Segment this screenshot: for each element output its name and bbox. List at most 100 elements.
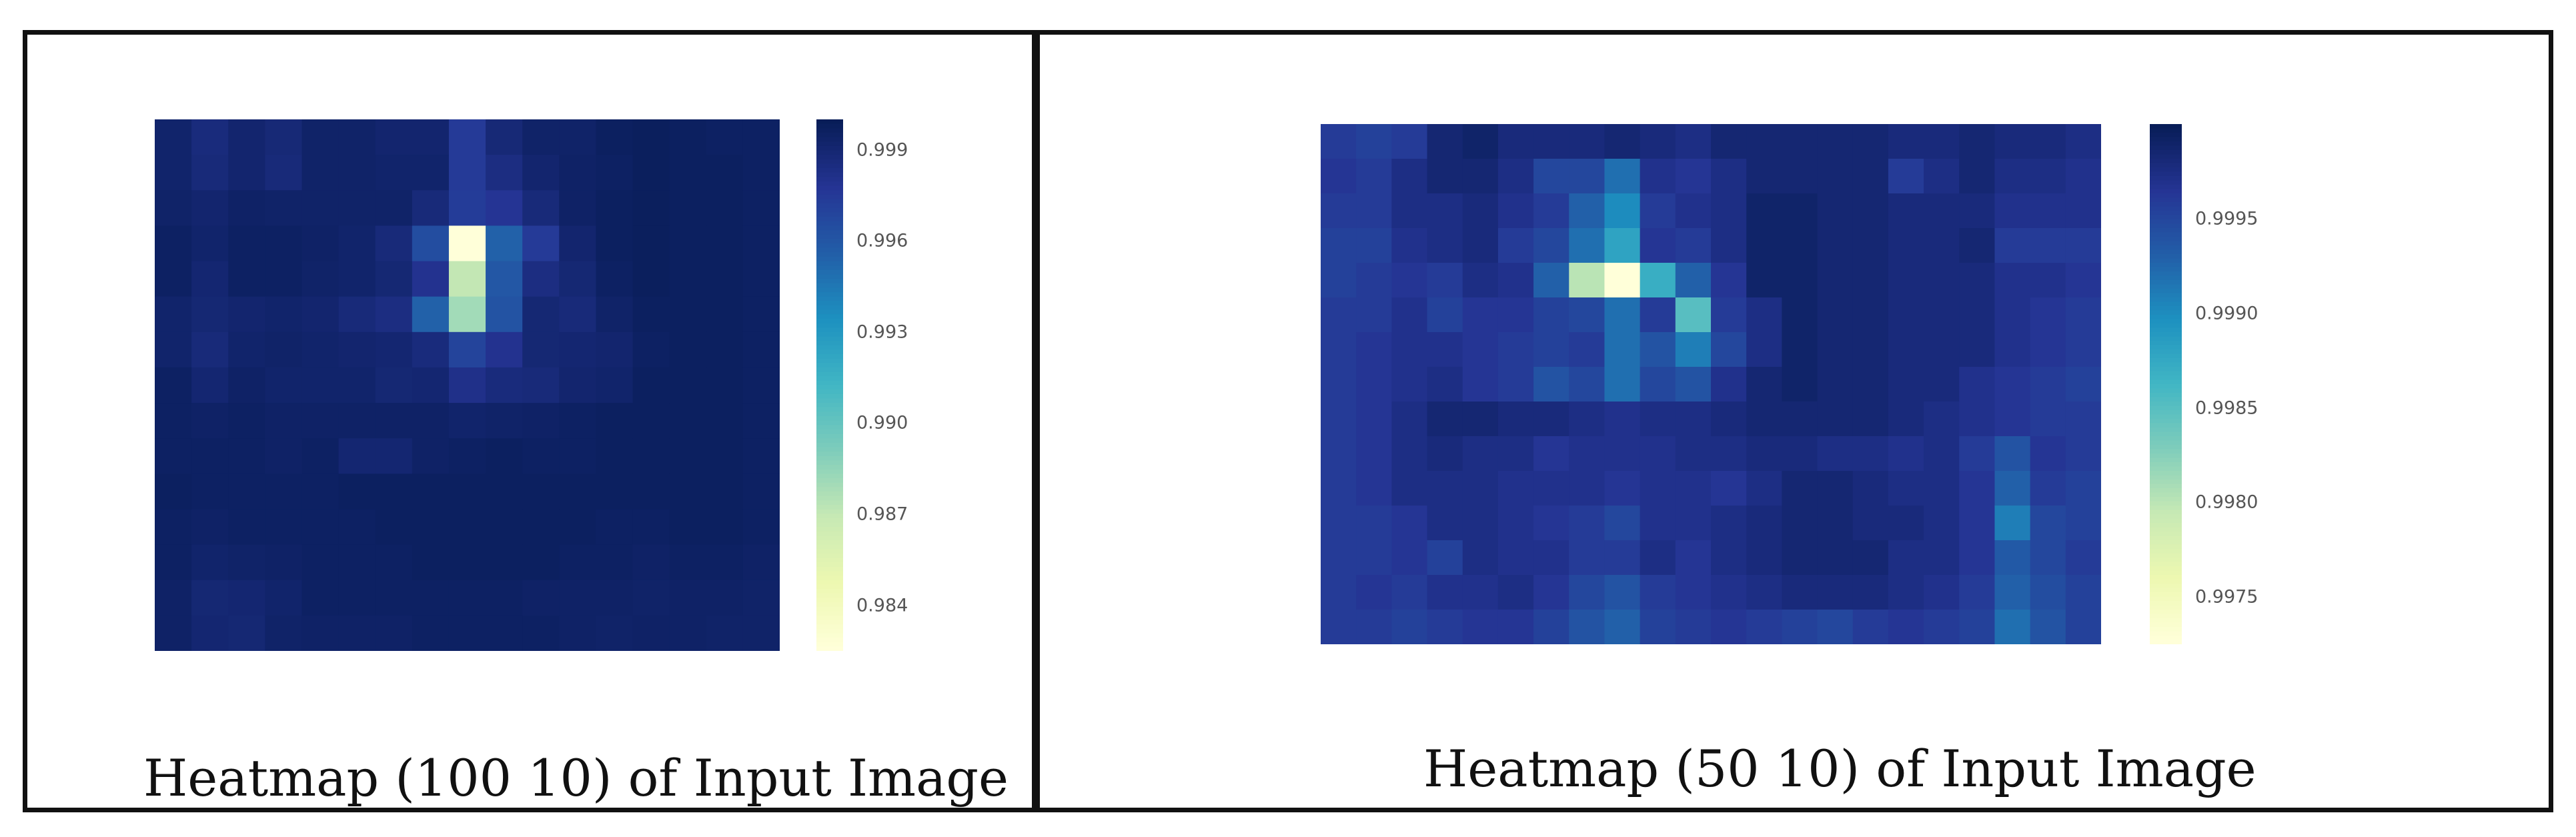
colorbar-segment — [816, 119, 843, 125]
colorbar-segment — [2150, 501, 2182, 506]
heatmap-cell — [2065, 506, 2101, 541]
colorbar-segment — [2150, 228, 2182, 233]
colorbar-segment — [816, 642, 843, 648]
heatmap-cell — [706, 438, 744, 474]
heatmap-cell — [632, 509, 670, 546]
colorbar-segment — [816, 159, 843, 165]
colorbar-segment — [2150, 601, 2182, 606]
heatmap-cell — [1533, 436, 1569, 472]
colorbar-segment — [816, 606, 843, 612]
heatmap-cell — [486, 296, 523, 333]
heatmap-cell — [1924, 575, 1960, 610]
heatmap-cell — [522, 225, 560, 262]
heatmap-cell — [1604, 575, 1641, 610]
heatmap-cell — [1959, 436, 1996, 472]
colorbar-segment — [2150, 353, 2182, 359]
heatmap-cell — [338, 509, 376, 546]
heatmap-caption: Heatmap (50 10) of Input Image — [1423, 739, 2257, 798]
heatmap-cell — [559, 438, 597, 474]
heatmap-cell — [265, 225, 303, 262]
heatmap-cell — [1817, 193, 1854, 229]
colorbar-segment — [816, 628, 843, 634]
heatmap-cell — [338, 190, 376, 226]
heatmap-cell — [1959, 124, 1996, 159]
heatmap-cell — [301, 438, 340, 474]
colorbar-segment — [816, 327, 843, 333]
heatmap-cell — [669, 331, 707, 368]
heatmap-cell — [338, 155, 376, 191]
colorbar-segment — [816, 456, 843, 462]
heatmap-cell — [265, 509, 303, 546]
colorbar-segment — [816, 434, 843, 440]
colorbar-segment — [816, 540, 843, 546]
colorbar-segment — [816, 425, 843, 430]
colorbar-segment — [2150, 137, 2182, 142]
heatmap-caption: Heatmap (100 10) of Input Image — [143, 748, 1009, 808]
heatmap-cell — [1852, 228, 1889, 263]
colorbar-segment — [816, 132, 843, 138]
heatmap-cell — [191, 331, 229, 368]
heatmap-cell — [191, 438, 229, 474]
colorbar-segment — [2150, 592, 2182, 598]
heatmap-cell — [1888, 506, 1924, 541]
heatmap-cell — [1533, 401, 1569, 437]
heatmap-cell — [1817, 540, 1854, 576]
heatmap-cell — [1391, 228, 1428, 263]
heatmap-cell — [1391, 401, 1428, 437]
colorbar-segment — [816, 269, 843, 275]
heatmap-cell — [706, 367, 744, 403]
heatmap-cell — [448, 438, 486, 474]
colorbar-segment — [816, 194, 843, 200]
colorbar-segment — [816, 137, 843, 143]
heatmap-cell — [1569, 506, 1605, 541]
heatmap-cell — [1852, 193, 1889, 229]
heatmap-cell — [1427, 228, 1463, 263]
heatmap-cell — [1782, 193, 1818, 229]
heatmap-cell — [155, 296, 192, 333]
colorbar-segment — [816, 562, 843, 568]
heatmap-cell — [301, 403, 340, 439]
heatmap-cell — [412, 119, 450, 155]
heatmap-cell — [1533, 471, 1569, 506]
heatmap-cell — [1569, 471, 1605, 506]
heatmap-cell — [1321, 401, 1357, 437]
heatmap-cell — [1462, 263, 1499, 298]
colorbar-segment — [2150, 458, 2182, 463]
heatmap-cell — [1994, 610, 2031, 644]
heatmap-cell — [742, 544, 780, 581]
heatmap-cell — [191, 296, 229, 333]
heatmap-cell — [2065, 540, 2101, 576]
heatmap-cell — [1782, 540, 1818, 576]
heatmap-cell — [448, 331, 486, 368]
heatmap-cell — [1746, 506, 1782, 541]
colorbar-segment — [816, 212, 843, 218]
heatmap-cell — [1533, 297, 1569, 333]
heatmap-cell — [448, 190, 486, 226]
heatmap-cell — [2065, 332, 2101, 367]
heatmap-cell — [1924, 297, 1960, 333]
colorbar-segment — [816, 185, 843, 191]
heatmap-cell — [1533, 193, 1569, 229]
colorbar-segment — [2150, 219, 2182, 225]
colorbar-segment — [2150, 263, 2182, 268]
colorbar-segment — [2150, 466, 2182, 472]
heatmap-cell — [338, 438, 376, 474]
heatmap-cell — [2065, 610, 2101, 644]
colorbar-segment — [816, 509, 843, 515]
heatmap-cell — [375, 438, 413, 474]
heatmap-cell — [375, 261, 413, 297]
colorbar-segment — [2150, 540, 2182, 546]
heatmap-cell — [1746, 471, 1782, 506]
heatmap-cell — [265, 438, 303, 474]
heatmap-cell — [1852, 506, 1889, 541]
heatmap-cell — [596, 474, 634, 510]
heatmap-cell — [412, 403, 450, 439]
heatmap-cell — [375, 155, 413, 191]
heatmap-cell — [742, 331, 780, 368]
heatmap-cell — [1391, 193, 1428, 229]
heatmap-cell — [1888, 332, 1924, 367]
heatmap-cell — [1321, 159, 1357, 194]
heatmap-cell — [228, 296, 265, 333]
heatmap-cell — [1497, 193, 1534, 229]
colorbar-segment — [816, 438, 843, 444]
